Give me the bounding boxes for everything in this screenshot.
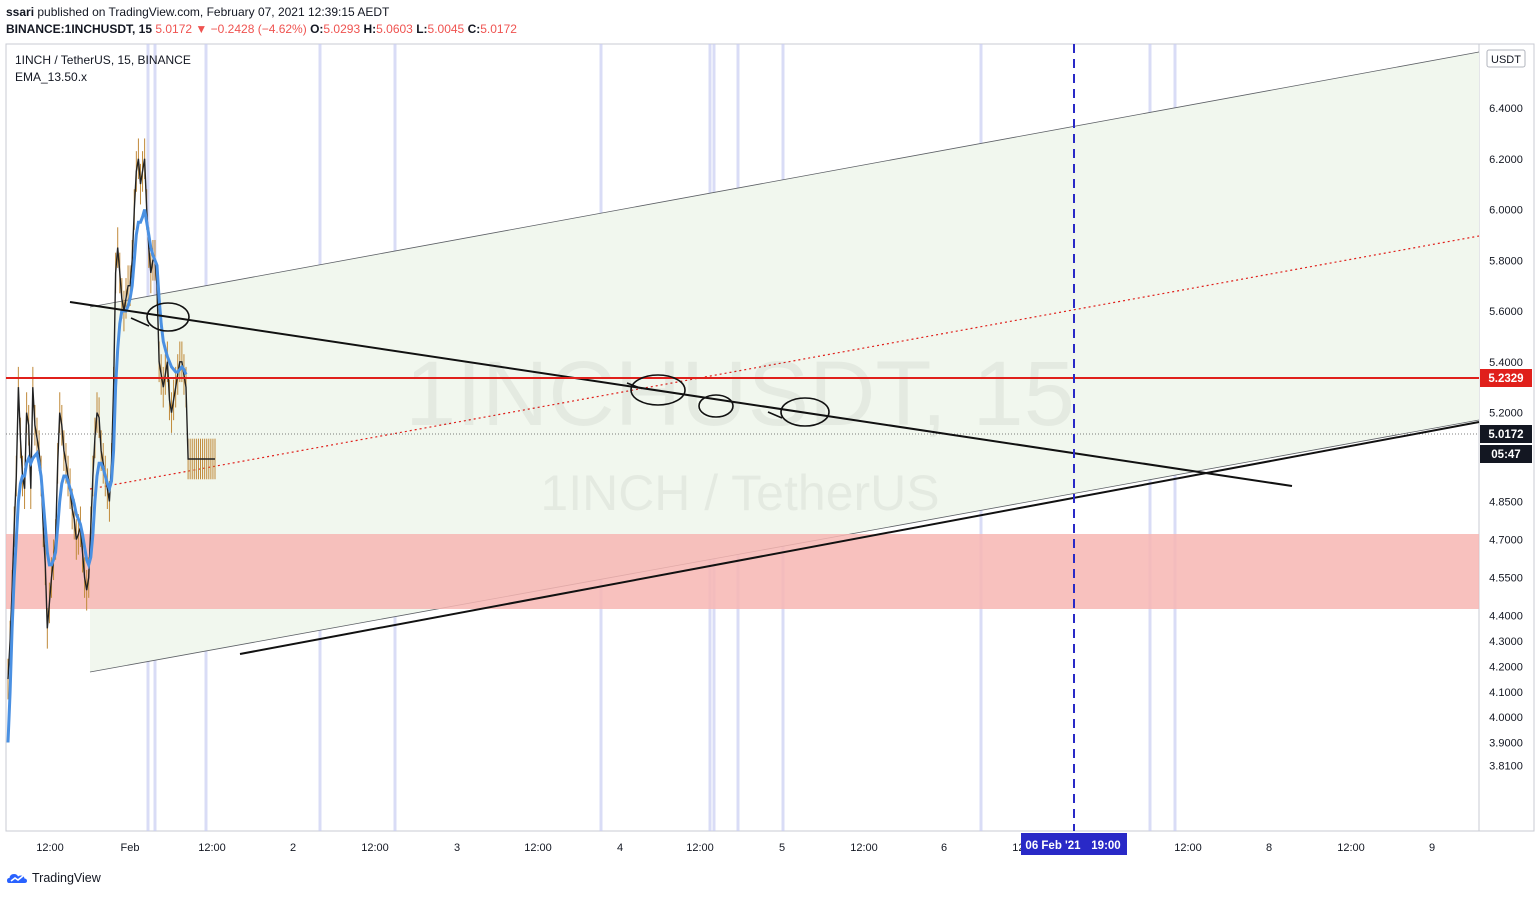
price-tick-label: 6.2000: [1489, 154, 1523, 166]
close-value: 5.0172: [480, 22, 517, 36]
price-tick-label: 3.9000: [1489, 738, 1523, 750]
price-axis-ticks: 6.4000 6.2000 6.0000 5.8000 5.6000 5.4000 5.20…: [1489, 103, 1523, 772]
time-tick-label: 12:00: [198, 842, 226, 854]
time-tick-label: 12:00: [850, 842, 878, 854]
open-value: 5.0293: [323, 22, 361, 36]
time-axis-ticks: 12:00 Feb 12:00 2 12:00 3 12:00 4 12:00 5 12:00 6 12…: [36, 842, 1435, 854]
channel-upper-line: [89, 51, 1480, 308]
time-tick-label: 12:00: [36, 842, 64, 854]
touch-circle-1: [146, 302, 190, 332]
touch-circle-2-tick: [626, 382, 641, 389]
touch-circle-1-tick: [130, 317, 150, 327]
price-tick-label: 5.8000: [1489, 255, 1523, 267]
resistance-price-label: 5.2329: [1488, 373, 1523, 385]
crosshair-time-label: 19:00: [1091, 840, 1120, 852]
price-tick-label: 4.3000: [1489, 636, 1523, 648]
change-value: −0.2428 (−4.62%): [210, 22, 307, 36]
crosshair-date-label: 06 Feb '21: [1025, 840, 1081, 852]
countdown-tag: [1480, 445, 1532, 463]
time-tick-label: 2: [290, 842, 296, 854]
publish-info: ssari published on TradingView.com, Febr…: [6, 5, 389, 19]
axis-unit-box: [1486, 49, 1526, 68]
time-tick-label: 8: [1266, 842, 1272, 854]
time-tick-label: 12:00: [1337, 842, 1365, 854]
tradingview-logo[interactable]: TradingView: [6, 870, 101, 886]
resistance-price-tag: [1480, 369, 1532, 387]
time-tick-label: 6: [941, 842, 947, 854]
open-label: O:: [310, 22, 324, 36]
channel-mid-line: [89, 235, 1480, 490]
time-tick-label: 12:00: [524, 842, 552, 854]
tradingview-cloud-icon: [7, 874, 27, 883]
crosshair-time-tag: [1021, 833, 1127, 855]
price-tick-label: 6.4000: [1489, 103, 1523, 115]
touch-circle-4-tick: [767, 411, 783, 419]
publish-text: published on TradingView.com, February 0…: [37, 5, 390, 19]
brand-name: TradingView: [32, 871, 101, 885]
descending-trendline: [69, 301, 1293, 487]
high-value: 5.0603: [376, 22, 413, 36]
symbol-line: BINANCE:1INCHUSDT, 15: [6, 22, 153, 36]
price-tick-label: 5.6000: [1489, 306, 1523, 318]
high-label: H:: [363, 22, 377, 36]
price-tick-label: 4.5500: [1489, 573, 1523, 585]
price-tick-label: 5.2000: [1489, 408, 1523, 420]
last-value: 5.0172: [155, 22, 193, 36]
down-arrow-icon: ▼: [195, 22, 208, 36]
ema-line: [6, 209, 188, 743]
time-tick-label: 5: [779, 842, 785, 854]
price-tick-label: 3.8100: [1489, 760, 1523, 772]
watermark-description: 1INCH / TetherUS: [540, 465, 939, 521]
price-tick-label: 6.0000: [1489, 205, 1523, 217]
price-tick-label: 4.1000: [1489, 687, 1523, 699]
axis-unit-label: USDT: [1491, 54, 1521, 66]
touch-circle-4: [780, 397, 830, 427]
price-tick-label: 4.7000: [1489, 534, 1523, 546]
time-tick-label: 12:00: [1174, 842, 1202, 854]
time-tick-label: 12:00: [361, 842, 389, 854]
last-price-label: 5.0172: [1488, 429, 1523, 441]
watermark-symbol: 1INCHUSDT, 15: [405, 343, 1075, 445]
price-tick-label: 5.4000: [1489, 357, 1523, 369]
price-tick-label: 4.0000: [1489, 712, 1523, 724]
price-tick-label: 4.2000: [1489, 661, 1523, 673]
time-tick-label: 4: [617, 842, 623, 854]
close-label: C:: [467, 22, 481, 36]
touch-circle-2: [630, 374, 686, 406]
support-zone: [6, 534, 1479, 609]
low-value: 5.0045: [427, 22, 465, 36]
countdown-label: 05:47: [1491, 449, 1520, 461]
low-label: L:: [416, 22, 428, 36]
series-legend[interactable]: 1INCH / TetherUS, 15, BINANCE: [15, 53, 191, 67]
price-tick-label: 4.8500: [1489, 496, 1523, 508]
last-price-tag: [1480, 425, 1532, 443]
ohlc-bar: BINANCE:1INCHUSDT, 15 5.0172 ▼ −0.2428 (…: [6, 22, 517, 36]
price-tick-label: 4.4000: [1489, 611, 1523, 623]
time-tick-label: 3: [454, 842, 460, 854]
time-tick-label: 12:00: [686, 842, 714, 854]
ascending-trendline: [239, 421, 1480, 655]
author-name[interactable]: ssari: [6, 5, 35, 19]
touch-circle-3: [698, 394, 734, 418]
indicator-legend[interactable]: EMA_13.50.x: [15, 70, 88, 84]
time-tick-label: Feb: [121, 842, 140, 854]
time-tick-label: 9: [1429, 842, 1435, 854]
